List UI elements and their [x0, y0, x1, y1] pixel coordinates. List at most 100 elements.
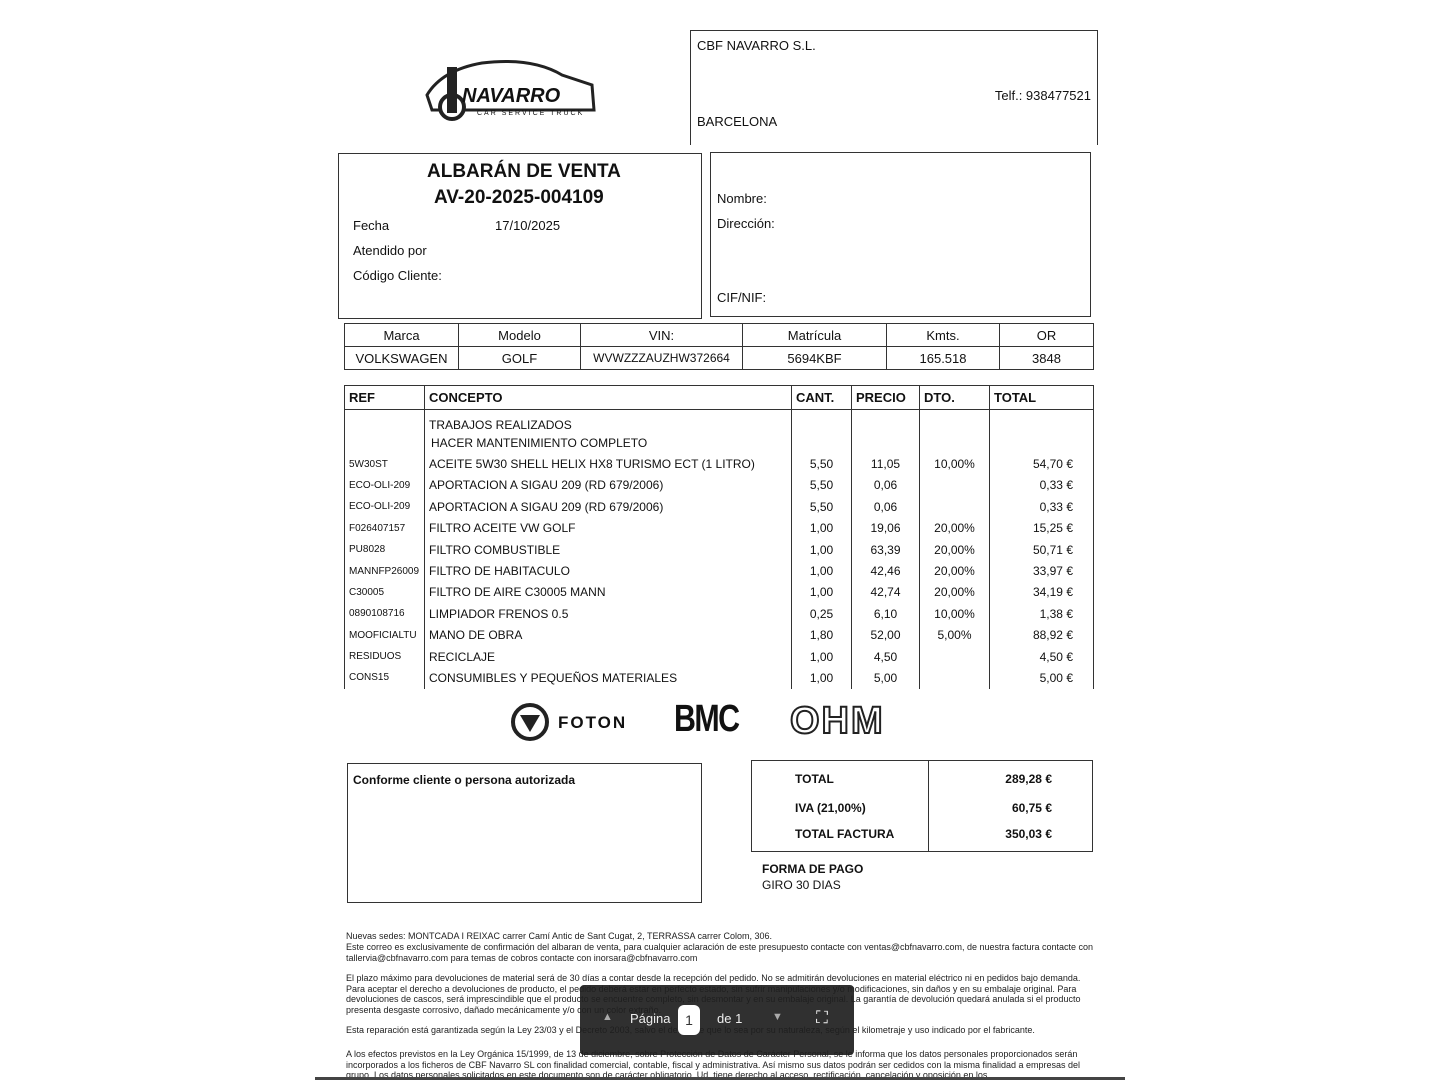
item-cant: 5,50: [791, 453, 852, 475]
item-dto: 20,00%: [919, 538, 990, 561]
next-page-button[interactable]: ▼: [772, 1011, 783, 1023]
item-cant: 1,00: [791, 538, 852, 561]
footer-sedes: Nuevas sedes: MONTCADA I REIXAC carrer C…: [346, 931, 772, 941]
header-total: TOTAL: [989, 385, 1094, 410]
item-dto: [919, 474, 990, 497]
item-row: 5W30ST ACEITE 5W30 SHELL HELIX HX8 TURISM…: [344, 453, 1094, 475]
item-dto: 5,00%: [919, 624, 990, 646]
header-kmts: Kmts.: [886, 323, 1000, 347]
item-precio: 52,00: [851, 624, 920, 646]
item-row: CONS15 CONSUMIBLES Y PEQUEÑOS MATERIALES 1…: [344, 667, 1094, 689]
page-label: Página: [630, 1011, 671, 1026]
header-cant: CANT.: [791, 385, 852, 410]
header-or: OR: [999, 323, 1094, 347]
item-dto: [919, 496, 990, 518]
vehicle-table: Marca Modelo VIN: Matrícula Kmts. OR VOL…: [344, 323, 1094, 370]
document-header-box: ALBARÁN DE VENTA AV-20-2025-004109 Fecha…: [338, 153, 702, 319]
page-number-input[interactable]: 1: [678, 1005, 700, 1035]
signature-label: Conforme cliente o persona autorizada: [353, 773, 576, 787]
item-ref: 5W30ST: [344, 453, 425, 475]
marca-value: VOLKSWAGEN: [344, 346, 459, 370]
item-concepto: ACEITE 5W30 SHELL HELIX HX8 TURISMO ECT …: [424, 453, 792, 475]
item-dto: 20,00%: [919, 517, 990, 539]
header-concepto: CONCEPTO: [424, 385, 792, 410]
item-dto: 20,00%: [919, 581, 990, 604]
item-dto: 10,00%: [919, 453, 990, 475]
totals-box: TOTAL 289,28 € IVA (21,00%) 60,75 € TOTA…: [751, 760, 1093, 852]
item-concepto: CONSUMIBLES Y PEQUEÑOS MATERIALES: [424, 667, 792, 689]
total-factura-value: 350,03 €: [1005, 827, 1052, 841]
vehicle-header-row: Marca Modelo VIN: Matrícula Kmts. OR: [344, 323, 1094, 347]
item-precio: 0,06: [851, 496, 920, 518]
vehicle-value-row: VOLKSWAGEN GOLF WVWZZZAUZHW372664 5694KB…: [344, 346, 1094, 370]
item-total: 88,92 €: [989, 624, 1094, 646]
foton-logo: FOTON: [510, 702, 640, 744]
modelo-value: GOLF: [458, 346, 581, 370]
header-matricula: Matrícula: [742, 323, 887, 347]
item-cant: 1,00: [791, 667, 852, 689]
item-cant: 5,50: [791, 496, 852, 518]
header-precio: PRECIO: [851, 385, 920, 410]
previous-page-button[interactable]: ▲: [602, 1011, 613, 1023]
page-count: de 1: [717, 1011, 743, 1026]
item-dto: 10,00%: [919, 603, 990, 625]
item-total: 54,70 €: [989, 453, 1094, 475]
matricula-value: 5694KBF: [742, 346, 887, 370]
item-row: MOOFICIALTU MANO DE OBRA 1,80 52,00 5,00% 88,…: [344, 624, 1094, 646]
item-ref: MANNFP26009: [344, 560, 425, 582]
iva-label: IVA (21,00%): [795, 801, 866, 815]
item-row: F026407157 FILTRO ACEITE VW GOLF 1,00 19,06…: [344, 517, 1094, 539]
item-precio: 11,05: [851, 453, 920, 475]
item-ref: C30005: [344, 581, 425, 604]
item-row: ECO-OLI-209 APORTACION A SIGAU 209 (RD 67…: [344, 496, 1094, 518]
company-logo: NAVARRO CAR SERVICE TRUCK: [422, 55, 600, 127]
item-total: 0,33 €: [989, 474, 1094, 497]
header-dto: DTO.: [919, 385, 990, 410]
atendido-label: Atendido por: [353, 243, 427, 258]
item-dto: [919, 645, 990, 668]
header-ref: REF: [344, 385, 425, 410]
item-ref: MOOFICIALTU: [344, 624, 425, 646]
or-value: 3848: [999, 346, 1094, 370]
iva-value: 60,75 €: [1011, 801, 1052, 815]
company-name: CBF NAVARRO S.L.: [697, 38, 816, 53]
item-cant: 1,00: [791, 517, 852, 539]
company-city: BARCELONA: [697, 114, 778, 129]
kmts-value: 165.518: [886, 346, 1000, 370]
item-ref: RESIDUOS: [344, 645, 425, 668]
item-ref: ECO-OLI-209: [344, 474, 425, 497]
item-concepto: FILTRO DE HABITACULO: [424, 560, 792, 582]
vin-value: WVWZZZAUZHW372664: [580, 346, 743, 370]
total-value: 289,28 €: [1005, 772, 1052, 786]
item-concepto: LIMPIADOR FRENOS 0.5: [424, 603, 792, 625]
total-label: TOTAL: [795, 772, 834, 786]
item-ref: CONS15: [344, 667, 425, 689]
footer-contact: Este correo es exclusivamente de confirm…: [346, 942, 1094, 963]
item-cant: 1,00: [791, 560, 852, 582]
item-dto: [919, 667, 990, 689]
page-bottom-edge: [315, 1077, 1125, 1080]
item-row: RESIDUOS RECICLAJE 1,00 4,50 4,50 €: [344, 645, 1094, 668]
document-number: AV-20-2025-004109: [434, 187, 604, 208]
item-precio: 19,06: [851, 517, 920, 539]
payment-value: GIRO 30 DIAS: [762, 878, 841, 892]
item-precio: 42,46: [851, 560, 920, 582]
note-text: TRABAJOS REALIZADOS: [424, 409, 792, 432]
item-cant: 1,00: [791, 581, 852, 604]
item-concepto: APORTACION A SIGAU 209 (RD 679/2006): [424, 496, 792, 518]
header-modelo: Modelo: [458, 323, 581, 347]
item-cant: 5,50: [791, 474, 852, 497]
item-cant: 1,00: [791, 645, 852, 668]
item-concepto: APORTACION A SIGAU 209 (RD 679/2006): [424, 474, 792, 497]
item-concepto: FILTRO ACEITE VW GOLF: [424, 517, 792, 539]
item-row: PU8028 FILTRO COMBUSTIBLE 1,00 63,39 20,00% 5…: [344, 538, 1094, 561]
item-concepto: FILTRO COMBUSTIBLE: [424, 538, 792, 561]
item-precio: 4,50: [851, 645, 920, 668]
logo-text: NAVARRO: [462, 85, 561, 107]
document-title: ALBARÁN DE VENTA: [427, 161, 621, 182]
note-row: HACER MANTENIMIENTO COMPLETO: [344, 432, 1094, 454]
note-text: HACER MANTENIMIENTO COMPLETO: [424, 432, 792, 454]
fullscreen-icon[interactable]: ⛶: [816, 1008, 828, 1027]
item-concepto: RECICLAJE: [424, 645, 792, 668]
fecha-value: 17/10/2025: [495, 218, 561, 233]
